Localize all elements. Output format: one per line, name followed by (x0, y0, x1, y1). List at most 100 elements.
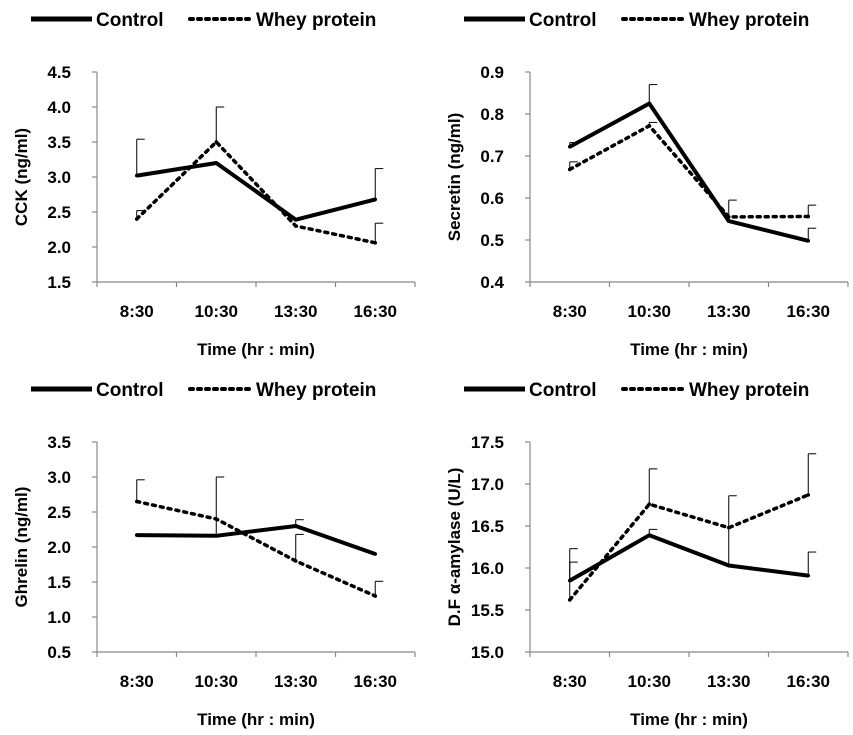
data-point-whey-protein (134, 217, 139, 221)
x-tick-label: 8:30 (120, 302, 154, 321)
y-tick-label: 0.5 (480, 231, 504, 250)
series-line-control (136, 524, 376, 556)
y-tick-label: 17.0 (471, 475, 504, 494)
y-axis-title: CCK (ng/ml) (12, 128, 31, 226)
y-tick-label: 3.0 (47, 468, 71, 487)
legend-whey-label: Whey protein (689, 380, 809, 401)
data-point-whey-protein (214, 517, 219, 521)
legend-control-label: Control (96, 10, 164, 31)
legend-whey-label: Whey protein (256, 10, 376, 31)
x-axis-title: Time (hr : min) (630, 340, 748, 359)
data-point-control (567, 578, 572, 583)
x-tick-label: 16:30 (787, 672, 830, 691)
x-tick-label: 13:30 (274, 302, 317, 321)
chart-panel-amylase: Control Whey protein 15.0 15.5 16.0 16.5 17.0 1… (433, 370, 853, 735)
data-point-whey-protein (647, 502, 652, 506)
x-tick-label: 13:30 (274, 672, 317, 691)
y-tick-label: 0.8 (480, 105, 504, 124)
data-point-control (293, 524, 298, 528)
y-tick-label: 0.6 (480, 189, 504, 208)
data-point-control (806, 239, 811, 243)
y-tick-label: 3.0 (47, 168, 71, 187)
y-tick-label: 0.9 (480, 63, 504, 82)
data-point-control (134, 533, 139, 537)
series-line-whey-protein (568, 493, 811, 602)
series-line-control (568, 533, 809, 583)
data-point-whey-protein (726, 215, 731, 219)
legend-control-label: Control (96, 380, 164, 401)
data-point-whey-protein (134, 499, 139, 504)
x-tick-label: 10:30 (628, 302, 671, 321)
x-tick-label: 16:30 (354, 302, 397, 321)
x-tick-label: 13:30 (707, 672, 750, 691)
y-tick-label: 16.5 (471, 517, 504, 536)
data-point-whey-protein (373, 594, 378, 598)
legend: Control Whey protein (464, 380, 809, 401)
x-axis-title: Time (hr : min) (630, 710, 748, 729)
data-point-control (726, 563, 731, 568)
x-tick-label: 8:30 (553, 672, 587, 691)
data-point-whey-protein (214, 140, 219, 144)
legend-whey-label: Whey protein (689, 10, 809, 31)
data-point-control (373, 197, 378, 202)
x-tick-label: 8:30 (120, 672, 154, 691)
series-line-whey-protein (135, 499, 378, 598)
data-point-whey-protein (293, 224, 298, 228)
series-line-whey-protein (135, 140, 378, 245)
data-point-control (726, 219, 731, 223)
data-point-whey-protein (293, 559, 298, 563)
x-axis-title: Time (hr : min) (197, 710, 315, 729)
data-point-whey-protein (567, 167, 572, 172)
series-line-whey-protein (568, 124, 811, 219)
chart-svg: Control Whey protein 1.5 2.0 2.5 3.0 3.5 4.0 4.5… (12, 10, 416, 359)
y-tick-label: 4.5 (47, 63, 71, 82)
chart-panel-ghrelin: Control Whey protein 0.5 1.0 1.5 2.0 2.5 3.0 3.5… (0, 370, 420, 735)
data-point-whey-protein (726, 525, 731, 530)
data-point-control (134, 173, 139, 178)
x-tick-label: 10:30 (195, 672, 238, 691)
y-tick-label: 2.0 (47, 538, 71, 557)
y-tick-label: 1.5 (47, 273, 71, 292)
legend: Control Whey protein (31, 10, 376, 31)
chart-panel-secretin: Control Whey protein 0.4 0.5 0.6 0.7 0.8 0.9 8:3… (433, 0, 853, 365)
data-point-control (373, 552, 378, 556)
y-tick-label: 0.7 (480, 147, 504, 166)
x-tick-label: 8:30 (553, 302, 587, 321)
y-tick-label: 15.0 (471, 643, 504, 662)
data-point-whey-protein (647, 123, 652, 128)
y-tick-label: 2.5 (47, 203, 71, 222)
legend: Control Whey protein (464, 10, 809, 31)
x-axis-title: Time (hr : min) (197, 340, 315, 359)
y-tick-label: 0.5 (47, 643, 71, 662)
legend-control-label: Control (529, 380, 597, 401)
y-tick-label: 2.0 (47, 238, 71, 257)
data-point-control (214, 534, 219, 538)
y-tick-label: 1.5 (47, 573, 71, 592)
y-tick-label: 1.0 (47, 608, 71, 627)
chart-svg: Control Whey protein 0.5 1.0 1.5 2.0 2.5 3.0 3.5… (12, 380, 416, 729)
data-point-whey-protein (806, 493, 811, 497)
data-point-control (214, 161, 219, 165)
series-line-control (136, 161, 376, 222)
y-axis-title: Ghrelin (ng/ml) (12, 487, 31, 608)
y-tick-label: 3.5 (47, 433, 71, 452)
y-tick-label: 16.0 (471, 559, 504, 578)
y-tick-label: 2.5 (47, 503, 71, 522)
legend: Control Whey protein (31, 380, 376, 401)
x-tick-label: 16:30 (354, 672, 397, 691)
x-tick-label: 16:30 (787, 302, 830, 321)
data-point-control (567, 144, 572, 149)
legend-whey-label: Whey protein (256, 380, 376, 401)
chart-svg: Control Whey protein 0.4 0.5 0.6 0.7 0.8 0.9 8:3… (445, 10, 849, 359)
y-axis-title: Secretin (ng/ml) (445, 113, 464, 241)
series-line-control (568, 101, 809, 243)
chart-svg: Control Whey protein 15.0 15.5 16.0 16.5 17.0 1… (445, 380, 849, 729)
data-point-control (647, 533, 652, 538)
y-tick-label: 0.4 (480, 273, 504, 292)
legend-control-label: Control (529, 10, 597, 31)
chart-panel-cck: Control Whey protein 1.5 2.0 2.5 3.0 3.5 4.0 4.5… (0, 0, 420, 365)
x-tick-label: 13:30 (707, 302, 750, 321)
x-tick-label: 10:30 (195, 302, 238, 321)
data-point-control (806, 573, 811, 578)
data-point-whey-protein (567, 598, 572, 602)
